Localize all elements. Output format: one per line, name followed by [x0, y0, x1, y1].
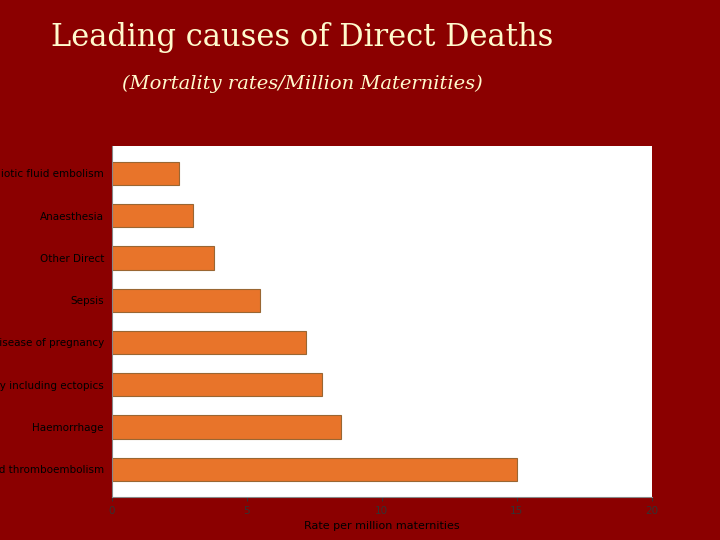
- Bar: [112, 288, 260, 312]
- Bar: [112, 204, 193, 227]
- Bar: [112, 162, 179, 185]
- X-axis label: Rate per million maternities: Rate per million maternities: [304, 522, 459, 531]
- Bar: [112, 246, 215, 269]
- Bar: [112, 331, 306, 354]
- Text: (Mortality rates/Million Maternities): (Mortality rates/Million Maternities): [122, 75, 483, 93]
- Bar: [112, 373, 323, 396]
- Text: Leading causes of Direct Deaths: Leading causes of Direct Deaths: [51, 22, 554, 53]
- Bar: [112, 457, 517, 481]
- Bar: [112, 415, 341, 438]
